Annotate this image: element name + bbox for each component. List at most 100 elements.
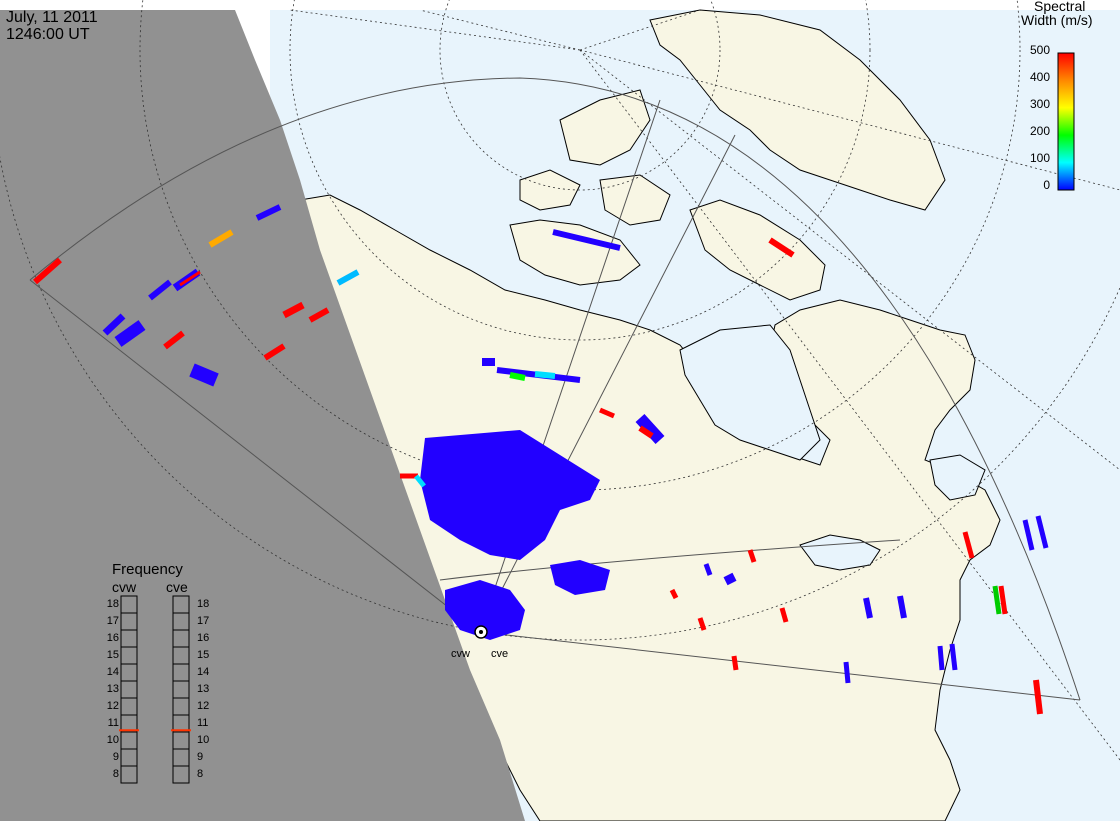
frequency-scale-label: 17 xyxy=(197,615,210,627)
backscatter-layer xyxy=(420,430,610,640)
colorbar-tick: 200 xyxy=(1029,124,1050,138)
cell-red xyxy=(282,301,305,319)
colorbar-tick: 100 xyxy=(1029,151,1050,165)
frequency-scale-label: 16 xyxy=(106,632,119,644)
cell-cyan xyxy=(534,371,556,379)
cell-red xyxy=(179,270,201,287)
cell-blue xyxy=(148,279,172,301)
water-layer xyxy=(679,324,986,571)
fov-east-edge xyxy=(479,631,1081,701)
cell-red xyxy=(263,343,286,361)
hudson-bay xyxy=(679,324,821,461)
cell-red xyxy=(962,531,975,559)
cell-red xyxy=(638,425,654,439)
cell-blue xyxy=(102,313,126,336)
frequency-scale-label: 8 xyxy=(112,768,119,780)
fov-inner-arc xyxy=(439,539,901,581)
station-label-cvw: cvw xyxy=(451,648,470,660)
colorbar-unit: Width (m/s) xyxy=(1021,12,1093,28)
cell-green xyxy=(509,372,526,381)
cell-blue xyxy=(949,643,958,671)
colorbar xyxy=(1057,52,1075,191)
cell-cyan xyxy=(414,474,426,488)
cell-orange xyxy=(208,229,234,248)
frequency-scale-label: 14 xyxy=(106,666,119,678)
frequency-scale-label: 11 xyxy=(107,717,119,729)
cell-cyan xyxy=(336,269,360,286)
latitude-circle xyxy=(289,0,871,341)
fov-outer-arc xyxy=(29,77,1081,701)
cell-red xyxy=(1033,679,1043,715)
cell-red xyxy=(163,330,185,350)
cell-green xyxy=(992,585,1002,615)
cell-blue xyxy=(552,229,621,251)
frequency-scale-label: 16 xyxy=(197,632,210,644)
backscatter-patch xyxy=(420,430,600,560)
cell-red xyxy=(731,655,739,671)
cell-blue xyxy=(863,597,873,619)
cell-red xyxy=(697,617,707,631)
cell-red xyxy=(33,257,62,285)
frequency-scale-label: 13 xyxy=(197,683,210,695)
backscatter-patch xyxy=(550,560,610,595)
frequency-cell xyxy=(120,765,138,784)
cell-blue xyxy=(114,320,146,347)
cell-blue xyxy=(937,645,945,671)
frequency-boxes xyxy=(119,595,191,784)
cell-blue xyxy=(635,413,665,445)
frequency-scale-label: 18 xyxy=(106,598,119,610)
cell-red xyxy=(747,549,757,563)
cell-blue xyxy=(723,572,737,586)
meridian xyxy=(579,49,1120,471)
cell-blue xyxy=(843,661,851,684)
cell-blue xyxy=(255,204,282,221)
arctic-island-1 xyxy=(509,219,641,286)
backscatter-patch xyxy=(445,580,525,640)
frequency-radar-cvw: cvw xyxy=(112,579,137,595)
night-terminator-shading xyxy=(0,10,525,821)
cell-red xyxy=(768,237,795,258)
latitude-circle xyxy=(439,0,721,191)
cell-red xyxy=(669,588,679,600)
cell-red xyxy=(308,307,330,323)
frequency-scale-label: 13 xyxy=(106,683,119,695)
greenland xyxy=(649,9,946,211)
latitude-circle xyxy=(0,155,1120,641)
frequency-title: Frequency xyxy=(112,561,183,578)
radar-cells xyxy=(33,204,1049,715)
colorbar-tick: 300 xyxy=(1029,97,1050,111)
arctic-island-3 xyxy=(599,174,671,226)
fov-west-edge xyxy=(29,279,481,633)
frequency-scale-label: 15 xyxy=(197,649,210,661)
frequency-scale-label: 8 xyxy=(197,768,204,780)
station-label-cve: cve xyxy=(491,648,509,660)
great-lakes xyxy=(799,534,881,571)
cell-blue xyxy=(1022,519,1035,551)
arctic-island-4 xyxy=(519,169,581,211)
frequency-scale-label: 17 xyxy=(106,615,119,627)
cell-red xyxy=(998,585,1008,615)
frequency-radar-cve: cve xyxy=(166,579,188,595)
cell-blue xyxy=(189,363,219,387)
frequency-scale-label: 18 xyxy=(197,598,210,610)
frequency-scale-label: 11 xyxy=(197,717,209,729)
colorbar-tick: 400 xyxy=(1029,70,1050,84)
baffin-island xyxy=(689,199,826,301)
frequency-scale-label: 10 xyxy=(197,734,210,746)
meridian xyxy=(579,9,701,51)
colorbar-title: Spectral xyxy=(1034,0,1086,14)
frequency-scale-label: 9 xyxy=(197,751,204,763)
cell-red xyxy=(779,607,789,623)
meridian xyxy=(289,9,581,51)
frequency-scale-label: 10 xyxy=(106,734,119,746)
frequency-scale-label: 12 xyxy=(106,700,119,712)
time-label: 1246:00 UT xyxy=(6,26,90,43)
frequency-cell xyxy=(172,765,190,784)
colorbar-tick: 500 xyxy=(1029,43,1050,57)
date-label: July, 11 2011 xyxy=(6,9,98,26)
radar-site-dot xyxy=(479,630,483,634)
frequency-scale-label: 12 xyxy=(197,700,210,712)
frequency-scale-label: 15 xyxy=(106,649,119,661)
cell-blue xyxy=(703,563,713,576)
